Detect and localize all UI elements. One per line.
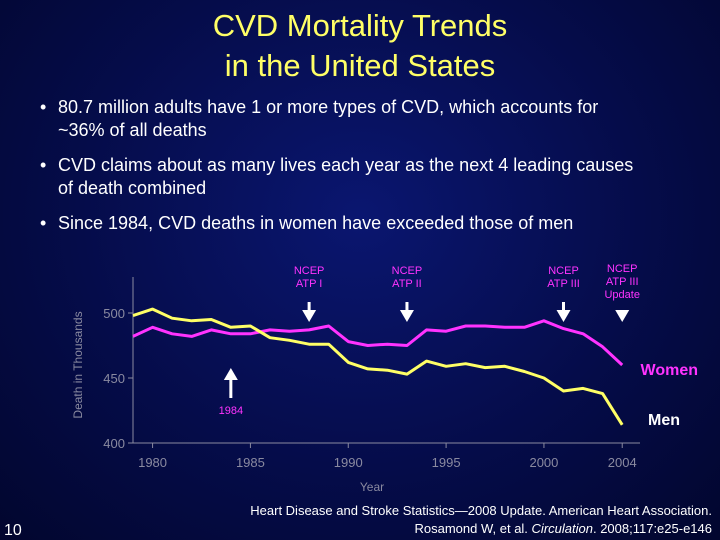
source-line2: Rosamond W, et al. Circulation. 2008;117… <box>200 520 712 538</box>
bullet-dot: • <box>40 155 47 175</box>
x-tick-label: 2004 <box>608 455 637 470</box>
annotation-arrow-head <box>223 368 238 380</box>
annotation-label: ATP I <box>296 278 323 290</box>
x-tick-label: 1980 <box>138 455 167 470</box>
y-tick-label: 450 <box>103 371 125 386</box>
x-tick-label: 2000 <box>529 455 558 470</box>
men-series-label: Men <box>648 412 680 429</box>
source-journal: Circulation <box>531 521 593 536</box>
men-series-line <box>132 307 624 426</box>
annotation-label: NCEP <box>392 265 423 277</box>
annotation-arrow-head <box>556 310 571 322</box>
bullet-dot: • <box>40 97 47 117</box>
bullet-text-line2: of death combined <box>58 178 207 198</box>
y-tick-label: 400 <box>103 436 125 451</box>
annotation-label: NCEP <box>607 263 638 275</box>
mortality-line-chart: 400 450 500 1980 1985 1990 1995 2000 2004 Year Dea… <box>71 263 698 494</box>
women-series-line <box>132 319 624 367</box>
slide-title-line1: CVD Mortality Trends <box>212 8 508 43</box>
bullet-item: • CVD claims about as many lives each ye… <box>40 154 710 200</box>
annotation-arrow-head <box>399 310 414 322</box>
slide-number: 10 <box>4 522 22 539</box>
y-tick-label: 500 <box>103 306 125 321</box>
bullet-item: • Since 1984, CVD deaths in women have e… <box>40 212 710 235</box>
x-tick-label: 1985 <box>236 455 265 470</box>
bullet-text-line1: Since 1984, CVD deaths in women have exc… <box>58 213 574 233</box>
source-authors: Rosamond W, et al. <box>414 521 532 536</box>
slide-title-line2: in the United States <box>224 48 496 83</box>
annotation-label: 1984 <box>219 405 243 417</box>
bullet-text-line1: CVD claims about as many lives each year… <box>58 155 634 175</box>
source-citation: Heart Disease and Stroke Statistics—2008… <box>200 502 712 538</box>
x-tick-label: 1990 <box>334 455 363 470</box>
x-tick-label: 1995 <box>432 455 461 470</box>
source-volume: . 2008;117:e25-e146 <box>592 521 712 536</box>
annotation-label: NCEP <box>548 265 579 277</box>
bullet-item: • 80.7 million adults have 1 or more typ… <box>40 96 710 142</box>
annotation-arrow-head <box>615 310 630 322</box>
bullet-dot: • <box>40 213 47 233</box>
bullet-text-line1: 80.7 million adults have 1 or more types… <box>58 97 599 117</box>
source-line1: Heart Disease and Stroke Statistics—2008… <box>250 503 712 518</box>
bullet-text-line2: ~36% of all deaths <box>58 120 207 140</box>
slide-title: CVD Mortality Trends in the United State… <box>0 6 720 86</box>
y-axis-label: Death in Thousands <box>71 311 85 418</box>
annotation-label: ATP III <box>547 278 580 290</box>
annotation-label: Update <box>604 289 639 301</box>
x-axis-label: Year <box>360 480 384 494</box>
women-series-label: Women <box>641 362 698 379</box>
annotation-arrow-head <box>302 310 317 322</box>
annotation-label: ATP II <box>392 278 422 290</box>
annotation-label: NCEP <box>294 265 325 277</box>
bullet-list: • 80.7 million adults have 1 or more typ… <box>40 96 710 247</box>
annotation-label: ATP III <box>606 276 639 288</box>
